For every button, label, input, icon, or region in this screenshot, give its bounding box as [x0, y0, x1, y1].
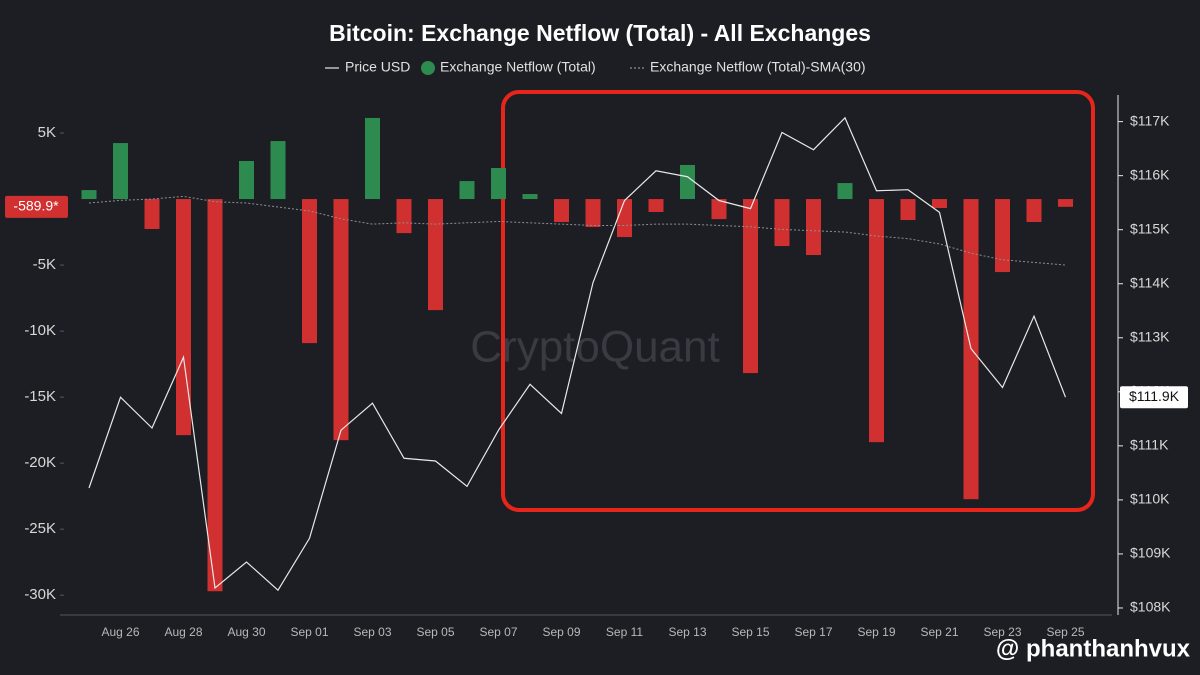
x-tick-label: Aug 28: [164, 625, 202, 639]
y2-tick-label: $110K: [1130, 491, 1170, 507]
x-tick-label: Sep 01: [290, 625, 328, 639]
value-label: -589.9*: [13, 198, 59, 214]
y2-tick-label: $113K: [1130, 328, 1170, 344]
y2-tick-label: $108K: [1130, 599, 1171, 615]
line: [88, 195, 1066, 266]
value-flag: [5, 195, 68, 218]
bar: [806, 199, 821, 256]
bar: [837, 183, 853, 200]
x-tick-label: Sep 13: [668, 625, 706, 639]
y-tick-label: -15K: [24, 388, 56, 405]
bar: [648, 199, 664, 212]
bar: [491, 168, 506, 200]
y2-tick-label: $117K: [1130, 112, 1170, 128]
bar: [1026, 199, 1042, 223]
x-tick-label: Sep 21: [920, 625, 958, 639]
x-tick-label: Sep 03: [353, 625, 391, 639]
credit: @ phanthanhvux: [996, 635, 1191, 662]
x-tick-label: Sep 05: [416, 625, 454, 639]
y2-tick-label: $111K: [1130, 437, 1169, 453]
bar: [113, 143, 128, 200]
bar: [207, 199, 223, 592]
y2-tick-label: $109K: [1130, 545, 1171, 561]
bar: [270, 141, 286, 200]
y-tick-label: -20K: [24, 454, 56, 471]
x-tick-label: Sep 07: [479, 625, 517, 639]
x-tick-label: Sep 09: [542, 625, 580, 639]
legend-swatch: [421, 61, 435, 75]
x-tick-label: Aug 30: [227, 625, 265, 639]
bar: [932, 199, 947, 209]
x-tick-label: Sep 15: [731, 625, 769, 639]
y-tick-label: 5K: [38, 124, 56, 141]
highlight-box: [501, 90, 1095, 512]
x-tick-label: Sep 19: [857, 625, 895, 639]
bar: [743, 199, 758, 374]
bar: [144, 199, 160, 230]
bar: [81, 190, 97, 200]
bar: [711, 199, 727, 220]
legend-label: Exchange Netflow (Total): [440, 59, 596, 75]
bar: [333, 199, 349, 441]
watermark: CryptoQuant: [470, 323, 719, 372]
x-tick-label: Sep 25: [1046, 625, 1084, 639]
bar: [1058, 199, 1073, 207]
y2-tick-label: $115K: [1130, 220, 1170, 236]
value-flag: [1120, 386, 1188, 409]
bar: [365, 117, 380, 200]
x-tick-label: Sep 23: [983, 625, 1021, 639]
bar: [554, 199, 569, 223]
bar: [522, 194, 538, 200]
bar: [617, 199, 632, 238]
bar: [900, 199, 916, 221]
y-tick-label: -10K: [24, 322, 56, 339]
bar: [869, 199, 884, 443]
y2-tick-label: $114K: [1130, 274, 1170, 290]
y-tick-label: -30K: [24, 586, 56, 603]
bar: [176, 199, 191, 436]
chart-title: Bitcoin: Exchange Netflow (Total) - All …: [329, 20, 871, 46]
y2-tick-label: $116K: [1130, 166, 1170, 182]
legend-label: Price USD: [345, 59, 410, 75]
bar: [428, 199, 443, 311]
line: [88, 116, 1067, 592]
value-label: $111.9K: [1129, 388, 1180, 404]
bar: [302, 199, 317, 344]
y-tick-label: -5K: [33, 256, 56, 273]
bar: [995, 199, 1010, 273]
x-tick-label: Aug 26: [101, 625, 139, 639]
bar: [774, 199, 790, 247]
y-tick-label: -25K: [24, 520, 56, 537]
bar: [459, 181, 475, 200]
bar: [396, 199, 412, 234]
bar: [680, 164, 695, 200]
bar: [585, 199, 601, 228]
x-tick-label: Sep 17: [794, 625, 832, 639]
x-tick-label: Sep 11: [606, 625, 643, 639]
legend-label: Exchange Netflow (Total)-SMA(30): [650, 59, 866, 75]
bar: [239, 161, 254, 200]
